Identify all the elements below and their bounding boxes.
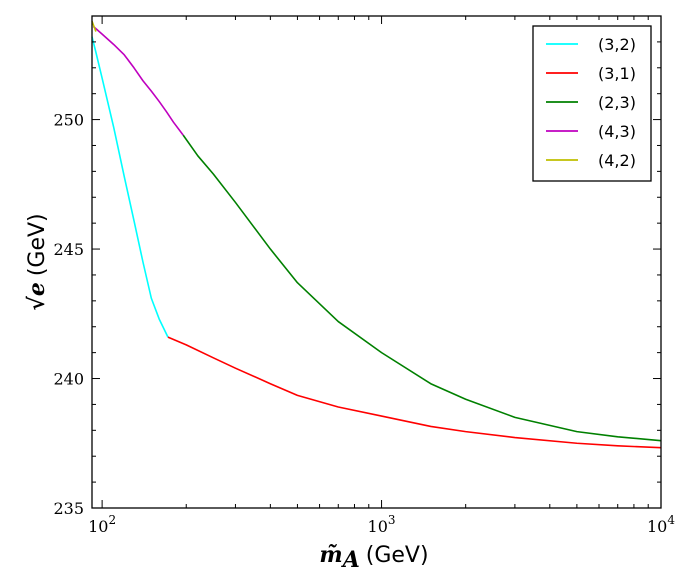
- x-axis-label-unit: (GeV): [366, 543, 429, 568]
- y-axis-label: √e (GeV): [24, 213, 50, 310]
- x-tick-label: 104: [647, 513, 675, 536]
- x-tick-base: 10: [368, 517, 388, 536]
- legend: (3,2) (3,1) (2,3) (4,3) (4,2): [532, 25, 652, 182]
- y-tick-label: 245: [53, 240, 84, 259]
- x-axis-label-symbol: m̃: [319, 542, 342, 568]
- plot-frame: [91, 15, 662, 509]
- x-axis-label-subscript: A: [341, 547, 360, 573]
- legend-items: (3,2) (3,1) (2,3) (4,3) (4,2): [546, 35, 636, 170]
- legend-label: (3,1): [598, 64, 636, 83]
- x-tick-label: 102: [88, 513, 116, 536]
- y-axis-label-unit: (GeV): [25, 213, 50, 276]
- series-layer: [91, 20, 662, 449]
- legend-label: (2,3): [598, 93, 636, 112]
- x-tick-base: 10: [88, 517, 108, 536]
- x-tick-label: 103: [368, 513, 396, 536]
- y-tick-label: 235: [53, 499, 84, 518]
- series-line-4: [92, 25, 184, 136]
- legend-label: (4,3): [598, 122, 636, 141]
- x-tick-exponent: 4: [667, 513, 675, 527]
- x-tick-exponent: 3: [388, 513, 396, 527]
- y-axis-label-symbol: √e: [24, 282, 50, 310]
- legend-label: (3,2): [598, 35, 636, 54]
- x-tick-base: 10: [647, 517, 667, 536]
- series-line-2: [167, 336, 662, 449]
- series-line-3: [182, 134, 662, 442]
- y-tick-label: 240: [53, 370, 84, 389]
- legend-label: (4,2): [598, 151, 636, 170]
- series-line-1: [91, 36, 169, 338]
- legend-box: [532, 25, 652, 182]
- x-axis-label: m̃A (GeV): [319, 542, 428, 573]
- x-tick-exponent: 2: [108, 513, 116, 527]
- y-tick-label: 250: [53, 111, 84, 130]
- series-line-5: [91, 20, 97, 32]
